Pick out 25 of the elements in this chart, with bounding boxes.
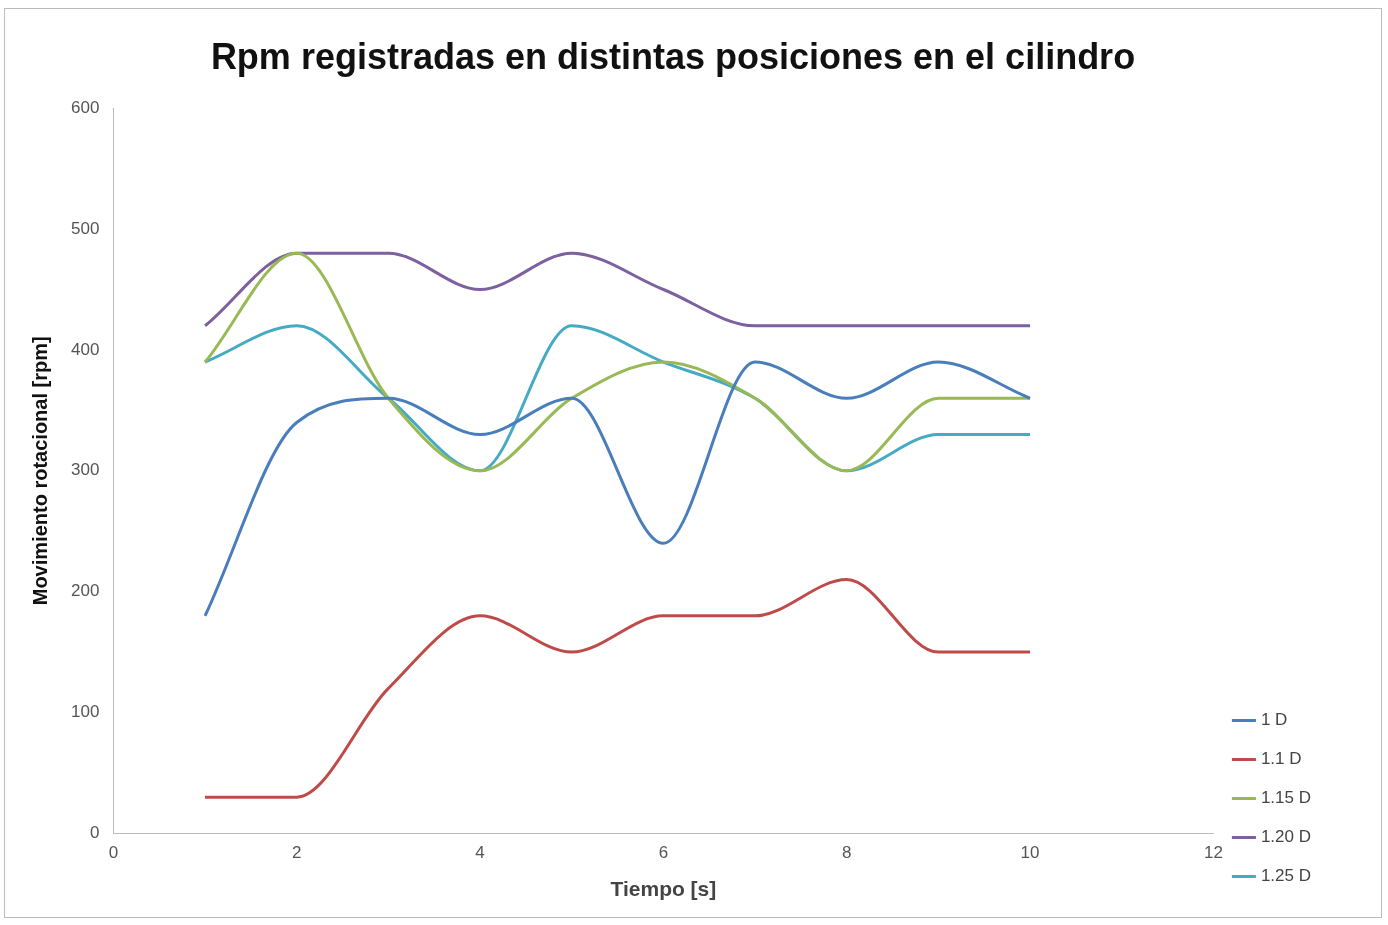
x-tick-label: 12: [1203, 843, 1223, 863]
chart-title: Rpm registradas en distintas posiciones en el cilindro: [210, 35, 1136, 77]
x-tick-label: 10: [1020, 843, 1040, 863]
x-axis-title: Tiempo [s]: [610, 877, 717, 901]
line-series: [203, 360, 1032, 618]
y-axis-title: Movimiento rotacional [rpm]: [28, 336, 51, 606]
y-tick-label: 300: [70, 460, 100, 480]
y-tick-label: 600: [70, 97, 100, 117]
x-tick-label: 8: [842, 843, 852, 863]
y-tick-label: 500: [70, 218, 100, 238]
x-tick-label: 2: [291, 843, 302, 863]
y-tick-label: 200: [70, 581, 100, 601]
x-tick-label: 0: [108, 843, 119, 863]
legend-label: 1.15 D: [1260, 788, 1312, 808]
x-tick-label: 4: [475, 843, 485, 863]
legend-label: 1 D: [1260, 710, 1288, 730]
line-series: [203, 578, 1032, 799]
y-tick-label: 100: [70, 702, 100, 722]
y-tick-label: 400: [70, 339, 100, 359]
legend-label: 1.20 D: [1260, 827, 1312, 847]
legend-label: 1.1 D: [1260, 749, 1302, 769]
line-series: [203, 251, 1032, 473]
x-tick-label: 6: [658, 843, 669, 863]
legend-label: 1.25 D: [1260, 866, 1312, 886]
y-tick-label: 0: [89, 823, 100, 843]
